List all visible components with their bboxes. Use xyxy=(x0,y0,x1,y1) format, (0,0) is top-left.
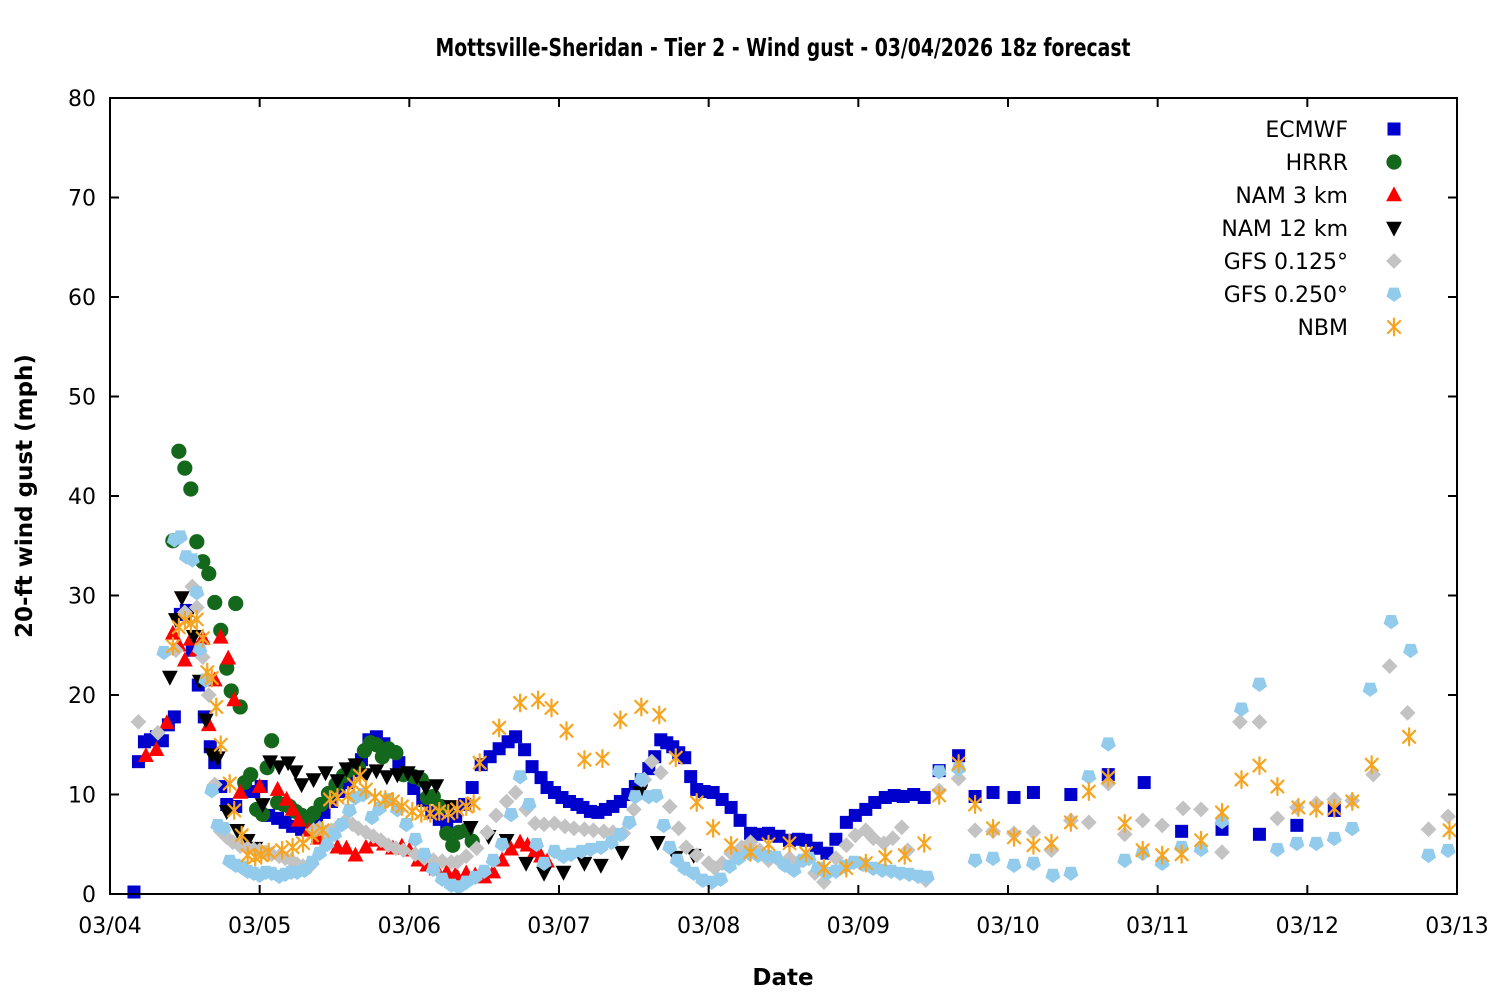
x-axis-label: Date xyxy=(752,965,813,991)
plot-area: 03/04 03/05 03/06 03/07 03/08 03/09 03/10 03/11… xyxy=(68,87,1489,939)
circle-marker-icon xyxy=(1386,154,1402,170)
axes-layer: 03/04 03/05 03/06 03/07 03/08 03/09 03/10 03/11… xyxy=(68,87,1489,939)
series-nbm xyxy=(165,609,1457,878)
x-tick-label: 03/10 xyxy=(976,914,1039,939)
y-tick-label: 10 xyxy=(68,784,96,809)
x-tick-label: 03/13 xyxy=(1425,914,1488,939)
square-marker-icon xyxy=(1387,122,1401,136)
legend-label: NBM xyxy=(1297,316,1348,341)
legend-item: HRRR xyxy=(1286,151,1402,176)
triangle-up-marker-icon xyxy=(1386,186,1402,202)
x-tick-label: 03/09 xyxy=(827,914,890,939)
legend-label: GFS 0.125° xyxy=(1224,250,1348,275)
series-layer xyxy=(127,443,1457,899)
x-tick-label: 03/11 xyxy=(1126,914,1189,939)
y-tick-label: 0 xyxy=(82,883,96,908)
y-tick-label: 60 xyxy=(68,286,96,311)
x-tick-label: 03/05 xyxy=(228,914,291,939)
legend-label: NAM 3 km xyxy=(1235,184,1348,209)
legend-item: NAM 3 km xyxy=(1235,184,1402,209)
diamond-marker-icon xyxy=(1386,253,1402,269)
legend-label: GFS 0.250° xyxy=(1224,283,1348,308)
y-tick-label: 70 xyxy=(68,187,96,212)
y-axis-label: 20-ft wind gust (mph) xyxy=(12,354,38,638)
x-tick-label: 03/04 xyxy=(78,914,141,939)
triangle-down-marker-icon xyxy=(1386,221,1402,237)
x-tick-label: 03/07 xyxy=(527,914,590,939)
legend-label: ECMWF xyxy=(1265,118,1348,143)
y-tick-label: 20 xyxy=(68,684,96,709)
y-tick-label: 50 xyxy=(68,386,96,411)
series-gfs-0-250 xyxy=(156,530,1456,895)
legend-item: ECMWF xyxy=(1265,118,1401,143)
legend: ECMWF HRRR NAM 3 km NAM 12 km GFS 0.125° GFS … xyxy=(1221,118,1402,341)
x-tick-label: 03/12 xyxy=(1276,914,1339,939)
x-tick-label: 03/06 xyxy=(378,914,441,939)
y-tick-label: 30 xyxy=(68,585,96,610)
x-tick-label: 03/08 xyxy=(677,914,740,939)
chart-title: Mottsville-Sheridan - Tier 2 - Wind gust… xyxy=(436,33,1131,62)
y-tick-label: 40 xyxy=(68,485,96,510)
asterisk-marker-icon xyxy=(1386,317,1402,337)
pentagon-marker-icon xyxy=(1386,287,1402,302)
legend-item: GFS 0.125° xyxy=(1224,250,1402,275)
legend-label: NAM 12 km xyxy=(1221,217,1348,242)
legend-label: HRRR xyxy=(1286,151,1348,176)
legend-item: NBM xyxy=(1297,316,1402,341)
legend-item: GFS 0.250° xyxy=(1224,283,1402,308)
y-tick-label: 80 xyxy=(68,87,96,112)
legend-item: NAM 12 km xyxy=(1221,217,1402,242)
